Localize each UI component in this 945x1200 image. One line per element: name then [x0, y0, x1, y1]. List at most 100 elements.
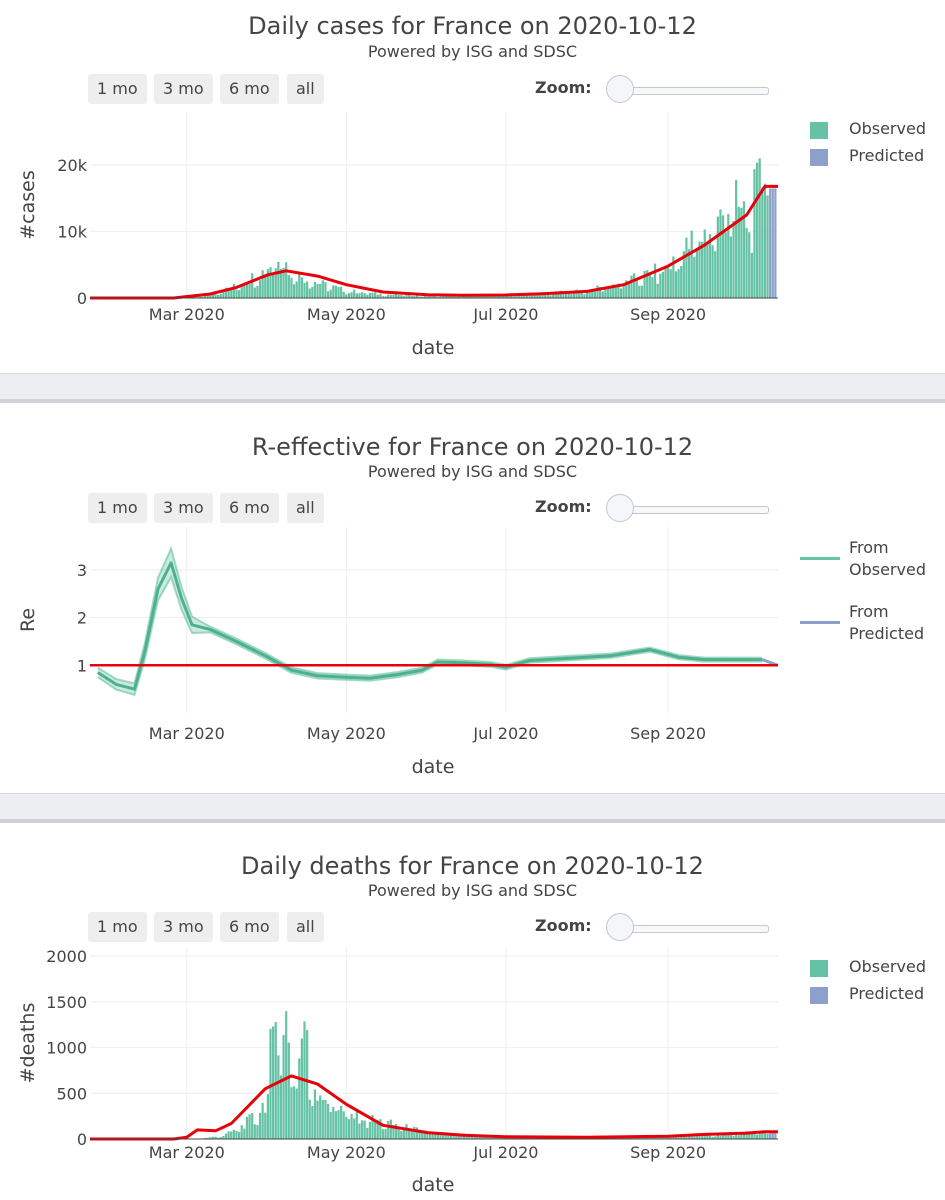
observed-bar [606, 1137, 610, 1139]
observed-bar [732, 221, 735, 298]
observed-bar [261, 270, 264, 298]
range-3mo-button[interactable]: 3 mo [154, 912, 213, 942]
observed-bar [209, 1137, 212, 1139]
observed-bar [353, 1118, 356, 1139]
observed-bar [428, 295, 432, 298]
observed-bar [381, 296, 385, 298]
observed-bar [405, 294, 408, 298]
observed-lower-bound [97, 574, 763, 697]
trend-line [90, 184, 778, 300]
observed-band [97, 548, 763, 695]
observed-bar [674, 271, 678, 298]
zoom-slider-handle[interactable] [606, 75, 634, 103]
zoom-slider-handle[interactable] [606, 494, 634, 522]
observed-bar [585, 292, 589, 298]
observed-bar [337, 286, 340, 298]
range-6mo-button[interactable]: 6 mo [220, 912, 279, 942]
observed-bar [366, 294, 369, 298]
observed-bar [627, 1137, 631, 1139]
observed-bar [588, 291, 591, 298]
zoom-slider-handle[interactable] [606, 913, 634, 941]
observed-bar [729, 1134, 733, 1139]
observed-bar [510, 295, 513, 298]
observed-bar [274, 1022, 277, 1139]
observed-bar [695, 250, 699, 298]
observed-bar [557, 293, 560, 298]
chart-subtitle: Powered by ISG and SDSC [367, 42, 578, 61]
observed-bar [193, 296, 196, 298]
y-tick-label: 500 [56, 1084, 87, 1103]
range-1mo-button[interactable]: 1 mo [88, 74, 147, 104]
observed-bar [572, 293, 576, 298]
observed-bar [266, 1094, 269, 1139]
y-tick-label: 0 [77, 289, 87, 308]
observed-bar [640, 285, 644, 298]
observed-bar [643, 1137, 646, 1139]
observed-bar [340, 286, 343, 298]
observed-bar [716, 216, 719, 298]
range-6mo-button[interactable]: 6 mo [220, 493, 279, 523]
observed-bar [300, 1038, 304, 1139]
observed-bar [499, 1137, 502, 1139]
observed-bar [452, 296, 455, 298]
observed-bar [724, 1133, 727, 1139]
observed-bar [384, 296, 387, 298]
observed-bar [321, 280, 324, 298]
observed-bar [606, 288, 610, 298]
observed-bar [698, 1134, 701, 1139]
observed-bar [483, 1136, 487, 1139]
observed-bar [269, 267, 272, 298]
observed-bar [214, 294, 217, 298]
range-all-button[interactable]: all [287, 74, 324, 104]
legend-label: Observed [849, 119, 926, 138]
observed-bar [701, 242, 704, 298]
chart-subtitle: Powered by ISG and SDSC [367, 881, 578, 900]
observed-bar [237, 290, 241, 298]
observed-bar [394, 1124, 398, 1139]
observed-bar [680, 266, 683, 298]
x-tick-label: Sep 2020 [630, 724, 706, 743]
observed-bar [353, 289, 356, 298]
observed-bar [272, 1026, 275, 1139]
observed-bar [444, 296, 447, 298]
range-all-button[interactable]: all [287, 912, 324, 942]
observed-bar [442, 295, 445, 298]
observed-bar [530, 294, 534, 298]
observed-bar [680, 1136, 683, 1139]
observed-bar [614, 1137, 617, 1139]
range-3mo-button[interactable]: 3 mo [154, 74, 213, 104]
observed-bar [217, 294, 220, 298]
observed-bar [436, 296, 440, 298]
y-axis-label: #deaths [17, 1003, 39, 1084]
observed-bar [653, 1137, 657, 1139]
observed-bar [677, 1136, 680, 1139]
observed-bar [473, 296, 476, 298]
range-1mo-button[interactable]: 1 mo [88, 912, 147, 942]
observed-bar [682, 1135, 685, 1139]
range-all-button[interactable]: all [287, 493, 324, 523]
range-1mo-button[interactable]: 1 mo [88, 493, 147, 523]
observed-bar [428, 1132, 432, 1139]
y-tick-label: 1 [77, 656, 87, 675]
observed-bar [740, 1132, 743, 1139]
observed-bar [211, 1136, 215, 1139]
observed-bar [408, 1130, 411, 1139]
observed-bar [329, 289, 332, 298]
observed-bar [251, 1113, 254, 1139]
observed-bar [230, 288, 233, 298]
chart-subtitle: Powered by ISG and SDSC [367, 462, 578, 481]
observed-bar [591, 289, 594, 298]
chart-title: R-effective for France on 2020-10-12 [251, 433, 694, 461]
range-6mo-button[interactable]: 6 mo [220, 74, 279, 104]
range-3mo-button[interactable]: 3 mo [154, 493, 213, 523]
observed-bar [232, 283, 235, 298]
observed-bar [455, 296, 458, 298]
observed-bar [224, 1133, 228, 1139]
panel-separator [0, 373, 945, 403]
observed-bar [363, 293, 366, 298]
observed-bar [735, 179, 738, 298]
observed-bar [222, 292, 225, 298]
y-tick-label: 0 [77, 1130, 87, 1149]
observed-bar [601, 291, 604, 298]
observed-bar [319, 1095, 322, 1139]
